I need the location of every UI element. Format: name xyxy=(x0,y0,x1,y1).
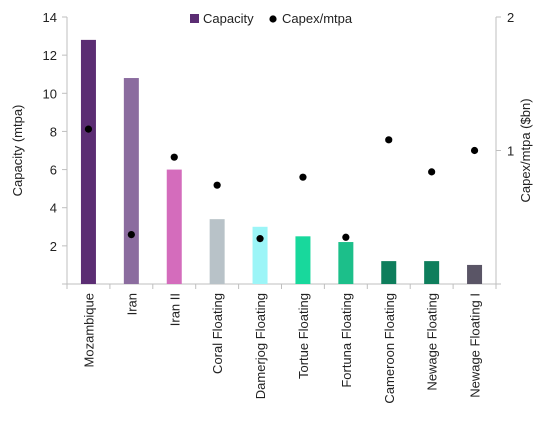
category-label: Fortuna Floating xyxy=(339,293,354,388)
capex-point xyxy=(127,231,135,239)
left-tick-label: 4 xyxy=(50,201,57,216)
category-label: Newage Floating xyxy=(425,293,440,391)
capex-point xyxy=(84,125,93,133)
category-label: Iran xyxy=(124,293,139,315)
category-label: Tortue Floating xyxy=(296,293,311,379)
left-y-axis: 2 4 6 8 10 12 14 xyxy=(43,10,68,285)
category-label: Coral Floating xyxy=(210,293,225,374)
left-tick-label: 12 xyxy=(43,48,57,63)
capacity-bar xyxy=(424,261,440,284)
y2-axis-label: Capex/mtpa ($bn) xyxy=(518,98,533,202)
capex-point xyxy=(299,173,307,181)
capex-point xyxy=(385,136,393,144)
capex-point xyxy=(342,233,350,241)
capacity-bar xyxy=(338,242,354,284)
category-label: Mozambique xyxy=(81,293,96,367)
legend-capacity-swatch xyxy=(190,14,199,23)
capex-markers xyxy=(84,125,479,243)
left-tick-label: 8 xyxy=(50,124,57,139)
left-tick-label: 6 xyxy=(50,163,57,178)
capex-point xyxy=(170,153,178,161)
capex-point xyxy=(256,235,264,243)
capacity-bar xyxy=(381,261,397,284)
right-y-axis: 12 xyxy=(495,10,514,285)
y-axis-label: Capacity (mtpa) xyxy=(10,105,25,197)
category-label: Cameroon Floating xyxy=(382,293,397,404)
capacity-bar xyxy=(252,226,268,284)
right-tick-label: 1 xyxy=(507,144,514,159)
capacity-bar xyxy=(295,236,311,284)
legend-capex-label: Capex/mtpa xyxy=(282,11,353,26)
left-tick-label: 14 xyxy=(43,10,57,25)
category-labels: Mozambique Iran Iran II Coral Floating Damer… xyxy=(81,293,482,404)
right-tick-label: 2 xyxy=(507,10,514,25)
legend: Capacity Capex/mtpa xyxy=(190,11,353,26)
category-label: Damerjog Floating xyxy=(253,293,268,399)
capacity-bar xyxy=(123,78,139,285)
legend-capacity-label: Capacity xyxy=(203,11,254,26)
capacity-bar xyxy=(209,219,225,284)
category-label: Iran II xyxy=(167,293,182,326)
capacity-bar xyxy=(166,169,182,284)
capex-point xyxy=(213,181,221,189)
capacity-bars xyxy=(80,39,483,285)
capacity-bar xyxy=(80,39,96,285)
left-tick-label: 10 xyxy=(43,86,57,101)
left-tick-label: 2 xyxy=(50,239,57,254)
capex-point xyxy=(470,146,479,155)
capacity-bar xyxy=(467,264,483,284)
capex-point xyxy=(428,168,436,176)
legend-capex-marker xyxy=(269,15,277,23)
category-label: Newage Floating I xyxy=(468,293,483,398)
x-axis xyxy=(66,283,497,289)
